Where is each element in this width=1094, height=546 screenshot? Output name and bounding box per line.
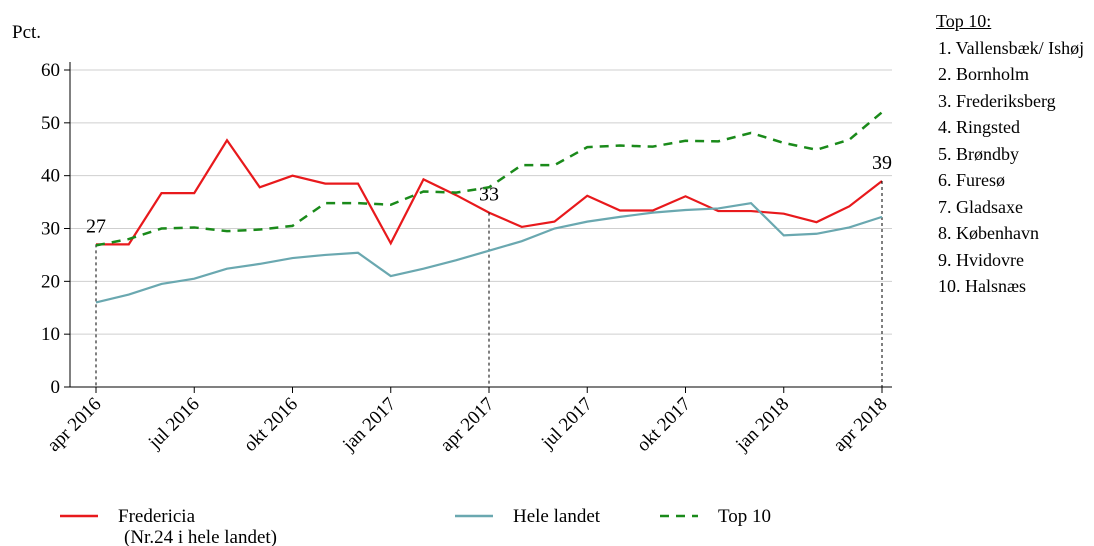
x-tick-label: jul 2017 <box>537 394 597 454</box>
y-tick-label: 0 <box>51 377 61 398</box>
x-tick-label: jan 2018 <box>731 394 793 456</box>
y-tick-label: 10 <box>41 324 60 345</box>
x-tick-label: jul 2016 <box>144 394 204 454</box>
legend-subtitle: (Nr.24 i hele landet) <box>124 527 277 546</box>
side-item: 7. Gladsaxe <box>938 196 1023 217</box>
data-label: 39 <box>872 152 892 174</box>
x-tick-label: okt 2016 <box>240 394 302 456</box>
x-tick-label: apr 2018 <box>829 394 891 456</box>
x-tick-label: apr 2017 <box>436 394 498 456</box>
side-item: 1. Vallensbæk/ Ishøj <box>938 37 1085 58</box>
side-item: 3. Frederiksberg <box>938 90 1056 111</box>
y-tick-label: 60 <box>41 60 60 81</box>
series-line <box>95 201 883 304</box>
series-line <box>95 111 883 247</box>
legend-label: Top 10 <box>718 506 771 527</box>
side-item: 2. Bornholm <box>938 64 1030 84</box>
y-tick-label: 40 <box>41 166 60 187</box>
side-item: 4. Ringsted <box>938 117 1021 137</box>
y-tick-label: 50 <box>41 113 60 134</box>
legend-label: Hele landet <box>513 506 601 527</box>
y-tick-label: 30 <box>41 219 60 240</box>
x-tick-label: apr 2016 <box>43 394 105 456</box>
side-item: 5. Brøndby <box>938 143 1019 164</box>
chart: Pct. 0 10 20 30 40 50 60 apr 2016 jul 2016 okt 20… <box>12 22 892 546</box>
side-item: 10. Halsnæs <box>938 276 1027 296</box>
side-title: Top 10: <box>936 11 992 31</box>
side-item: 6. Furesø <box>938 170 1005 190</box>
legend-label: Fredericia <box>118 506 196 527</box>
side-item: 9. Hvidovre <box>938 249 1024 270</box>
side-item: 8. København <box>938 223 1039 243</box>
x-tick-label: jan 2017 <box>338 394 400 456</box>
side-list: Top 10: 1. Vallensbæk/ Ishøj 2. Bornholm 3… <box>930 8 1090 300</box>
y-axis-label: Pct. <box>12 22 41 43</box>
data-label: 27 <box>86 215 106 237</box>
x-tick-label: okt 2017 <box>633 394 695 456</box>
y-tick-label: 20 <box>41 271 60 292</box>
